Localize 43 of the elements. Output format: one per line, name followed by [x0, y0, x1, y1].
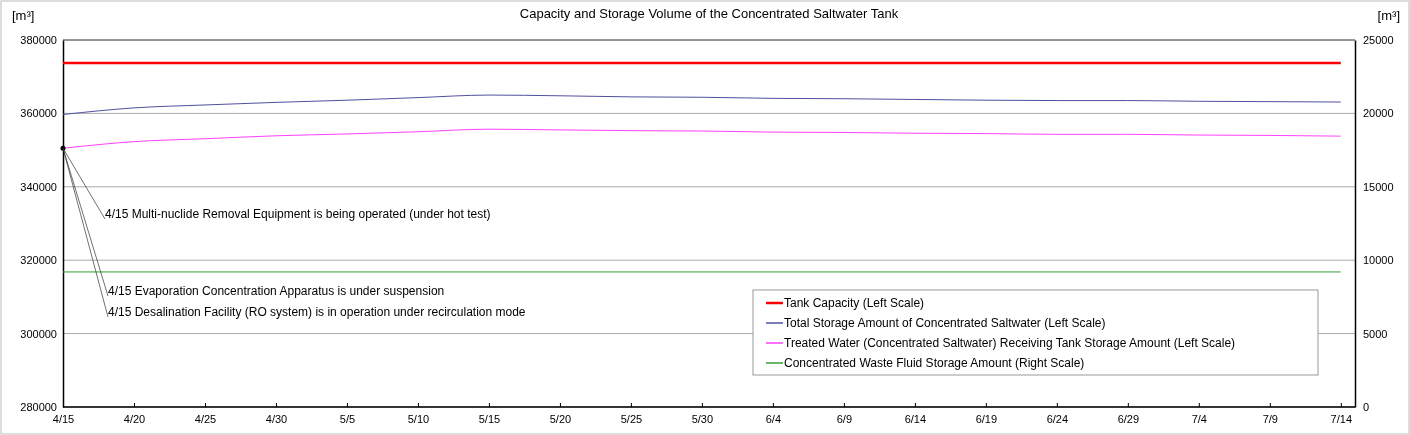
x-tick-label: 4/25 — [194, 412, 217, 425]
legend-label: Treated Water (Concentrated Saltwater) Receiving Tank Storage Amount (Left Scale) — [784, 336, 1236, 350]
x-tick-label: 6/19 — [975, 412, 998, 425]
legend-label: Tank Capacity (Left Scale) — [784, 296, 925, 310]
x-tick-label: 6/9 — [836, 412, 853, 425]
y2-tick-label: 5000 — [1363, 327, 1388, 340]
x-tick-label: 7/9 — [1262, 412, 1278, 425]
annotation: 4/15 Evaporation Concentration Apparatus is under suspension — [108, 284, 445, 298]
y-axis-title: [m³] — [12, 8, 35, 23]
y-tick-label: 360000 — [20, 107, 57, 120]
y-tick-label: 280000 — [20, 401, 57, 414]
y2-tick-label: 0 — [1363, 401, 1370, 414]
x-tick-label: 4/20 — [123, 412, 146, 425]
y-tick-label: 340000 — [20, 180, 57, 193]
y2-tick-label: 20000 — [1363, 107, 1394, 120]
y-tick-label: 300000 — [20, 327, 57, 340]
x-tick-label: 5/30 — [691, 412, 714, 425]
x-tick-label: 4/15 — [52, 412, 75, 425]
x-tick-label: 6/29 — [1117, 412, 1140, 425]
annotation: 4/15 Desalination Facility (RO system) is in operation under recirculation mode — [108, 305, 526, 319]
line-series — [62, 128, 1342, 149]
y-tick-label: 320000 — [20, 254, 57, 267]
x-tick-label: 6/14 — [904, 412, 927, 425]
x-tick-label: 4/30 — [265, 412, 288, 425]
x-tick-label: 5/5 — [339, 412, 356, 425]
legend-label: Total Storage Amount of Concentrated Saltwater (Left Scale) — [784, 316, 1106, 330]
x-tick-label: 5/25 — [620, 412, 643, 425]
y-tick-label: 380000 — [20, 34, 57, 47]
chart-title: Capacity and Storage Volume of the Concentrated Saltwater Tank — [519, 6, 899, 21]
x-tick-label: 7/14 — [1330, 412, 1353, 425]
x-tick-label: 6/24 — [1046, 412, 1069, 425]
legend-label: Concentrated Waste Fluid Storage Amount (Right Scale) — [784, 356, 1085, 370]
line-series — [62, 94, 1342, 115]
x-tick-label: 5/15 — [478, 412, 501, 425]
y2-axis-title: [m³] — [1377, 8, 1400, 23]
y2-tick-label: 15000 — [1363, 180, 1394, 193]
y2-tick-label: 25000 — [1363, 34, 1394, 47]
x-tick-label: 5/20 — [549, 412, 572, 425]
x-tick-label: 6/4 — [765, 412, 782, 425]
annotation: 4/15 Multi-nuclide Removal Equipment is being operated (under hot test) — [105, 207, 491, 221]
x-tick-label: 7/4 — [1191, 412, 1207, 425]
y2-tick-label: 10000 — [1363, 254, 1394, 267]
x-tick-label: 5/10 — [407, 412, 430, 425]
